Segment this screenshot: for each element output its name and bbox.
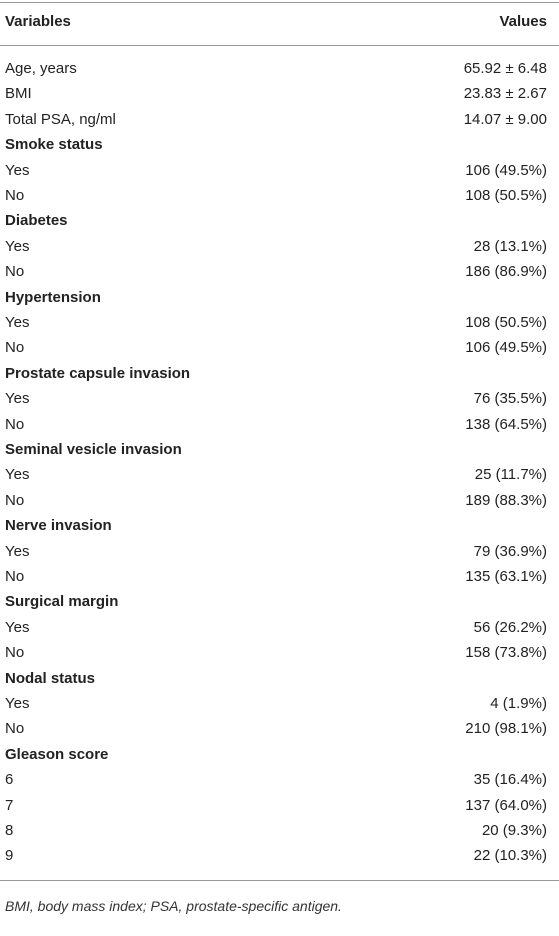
row-label: Age, years [5, 60, 77, 77]
header-cell: Variables [5, 13, 71, 30]
row-value: 14.07 ± 9.00 [463, 110, 547, 128]
row-value: 56 (26.2%) [473, 618, 547, 636]
row-label: 7 [5, 796, 14, 814]
row-label: No [5, 720, 25, 738]
row-value: 158 (73.8%) [465, 644, 547, 662]
header-cell: Values [499, 13, 547, 30]
row-value: 108 (50.5%) [465, 314, 547, 331]
row-value: 20 (9.3%) [481, 822, 547, 839]
row-label: No [5, 415, 25, 433]
row-label: Yes [5, 618, 30, 636]
row-label: No [5, 187, 25, 204]
group-label: Smoke status [5, 136, 103, 154]
row-value: 106 (49.5%) [465, 161, 547, 179]
row-value: 28 (13.1%) [473, 237, 547, 255]
header-rule [0, 45, 559, 46]
row-label: No [5, 263, 25, 281]
row-label: Yes [5, 390, 30, 408]
row-value: 106 (49.5%) [465, 339, 547, 357]
row-label: No [5, 568, 25, 585]
row-value: 108 (50.5%) [465, 187, 547, 204]
group-label: Seminal vesicle invasion [5, 441, 182, 458]
row-value: 138 (64.5%) [465, 415, 547, 433]
row-label: Yes [5, 542, 30, 560]
row-value: 23.83 ± 2.67 [463, 85, 547, 103]
group-label: Hypertension [5, 288, 101, 306]
row-value: 135 (63.1%) [465, 568, 547, 585]
row-value: 137 (64.0%) [465, 796, 547, 814]
row-value: 189 (88.3%) [465, 491, 547, 509]
row-label: Yes [5, 314, 30, 331]
row-label: Total PSA, ng/ml [5, 110, 116, 128]
bottom-rule [0, 880, 559, 881]
group-label: Diabetes [5, 212, 68, 230]
group-label: Nodal status [5, 669, 96, 687]
row-label: Yes [5, 237, 30, 255]
row-label: 8 [5, 822, 14, 839]
top-rule [0, 2, 559, 3]
row-value: 35 (16.4%) [473, 771, 547, 789]
row-label: No [5, 644, 25, 662]
row-label: 9 [5, 847, 14, 865]
row-value: 76 (35.5%) [473, 390, 547, 408]
row-label: 6 [5, 771, 14, 789]
footnote: BMI, body mass index; PSA, prostate-spec… [5, 898, 342, 914]
row-value: 186 (86.9%) [465, 263, 547, 281]
row-label: BMI [5, 85, 32, 103]
row-value: 79 (36.9%) [473, 542, 547, 560]
group-label: Surgical margin [5, 593, 119, 611]
row-label: Yes [5, 161, 30, 179]
group-label: Nerve invasion [5, 517, 112, 535]
row-value: 210 (98.1%) [465, 720, 547, 738]
row-label: Yes [5, 695, 30, 712]
row-value: 4 (1.9%) [490, 695, 547, 712]
row-label: No [5, 491, 25, 509]
row-label: Yes [5, 466, 30, 484]
group-label: Prostate capsule invasion [5, 364, 191, 382]
group-label: Gleason score [5, 745, 109, 763]
row-value: 22 (10.3%) [473, 847, 547, 865]
row-label: No [5, 339, 25, 357]
row-value: 65.92 ± 6.48 [463, 60, 547, 77]
row-value: 25 (11.7%) [474, 466, 547, 484]
